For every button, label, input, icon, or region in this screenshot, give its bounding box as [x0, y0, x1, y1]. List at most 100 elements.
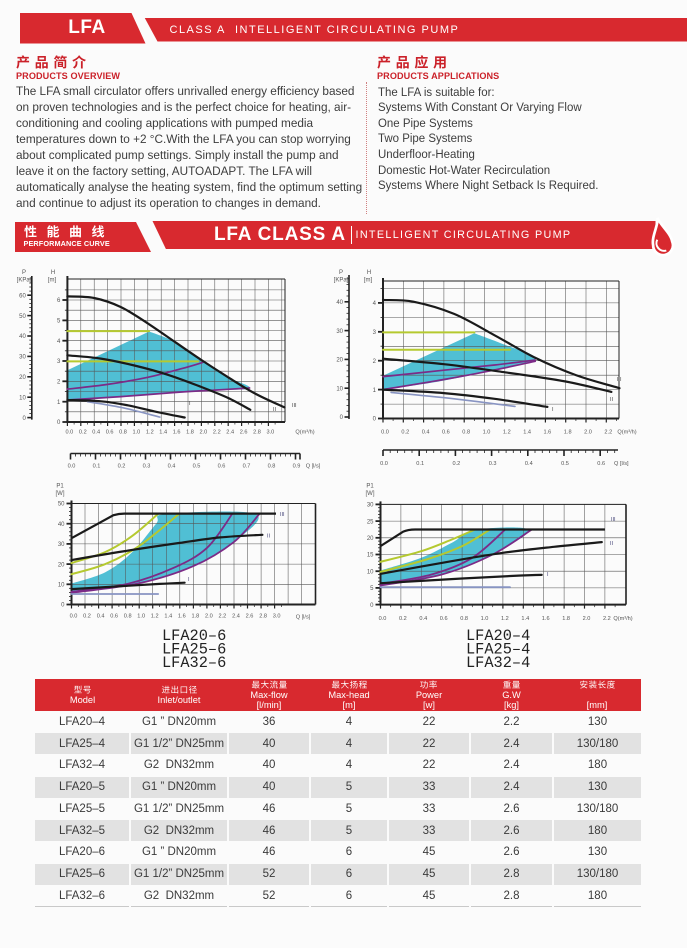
svg-text:2.4: 2.4	[226, 430, 234, 436]
svg-text:5: 5	[57, 319, 61, 325]
svg-text:2.2: 2.2	[603, 616, 611, 622]
svg-text:20: 20	[58, 562, 65, 568]
svg-text:1.4: 1.4	[521, 616, 529, 622]
svg-text:1.0: 1.0	[481, 616, 489, 622]
svg-text:2.6: 2.6	[240, 430, 248, 436]
svg-text:20: 20	[336, 358, 343, 364]
svg-text:1.0: 1.0	[133, 430, 141, 436]
svg-text:4: 4	[373, 301, 377, 307]
svg-text:[KPa]: [KPa]	[334, 278, 349, 284]
svg-text:2.0: 2.0	[583, 616, 591, 622]
svg-text:II: II	[610, 397, 614, 403]
svg-text:20: 20	[19, 375, 26, 381]
svg-text:0.4: 0.4	[168, 464, 176, 470]
svg-text:1.2: 1.2	[501, 616, 509, 622]
svg-text:5: 5	[370, 586, 374, 592]
svg-text:0: 0	[57, 420, 61, 426]
svg-text:0.2: 0.2	[83, 614, 91, 620]
svg-text:2.6: 2.6	[246, 614, 254, 620]
svg-text:2.2: 2.2	[213, 430, 221, 436]
svg-text:III: III	[292, 403, 297, 409]
svg-text:1.0: 1.0	[483, 430, 491, 436]
svg-text:1.6: 1.6	[544, 430, 552, 436]
svg-text:0.0: 0.0	[70, 614, 78, 620]
svg-text:1.2: 1.2	[146, 430, 154, 436]
svg-text:0.0: 0.0	[66, 430, 74, 436]
svg-text:0.4: 0.4	[97, 614, 105, 620]
svg-text:0.0: 0.0	[68, 464, 76, 470]
svg-text:Q(m³/h): Q(m³/h)	[613, 616, 632, 622]
svg-text:0.6: 0.6	[442, 430, 450, 436]
svg-text:0.8: 0.8	[460, 616, 468, 622]
svg-text:Q [l/s]: Q [l/s]	[614, 461, 629, 467]
svg-text:50: 50	[19, 314, 26, 320]
svg-text:P: P	[339, 270, 343, 276]
svg-text:6: 6	[57, 298, 61, 304]
svg-text:0.2: 0.2	[79, 430, 87, 436]
svg-text:[m]: [m]	[364, 278, 373, 284]
svg-text:0.4: 0.4	[92, 430, 100, 436]
svg-text:1.2: 1.2	[503, 430, 511, 436]
svg-text:10: 10	[19, 395, 26, 401]
svg-text:0.4: 0.4	[422, 430, 430, 436]
svg-text:2.0: 2.0	[205, 614, 213, 620]
svg-text:1.8: 1.8	[562, 616, 570, 622]
svg-text:2.0: 2.0	[200, 430, 208, 436]
svg-text:40: 40	[19, 334, 26, 340]
svg-text:2: 2	[373, 359, 377, 365]
svg-text:0.6: 0.6	[110, 614, 118, 620]
svg-text:3.0: 3.0	[273, 614, 281, 620]
svg-text:10: 10	[336, 386, 343, 392]
svg-text:2.0: 2.0	[584, 430, 592, 436]
svg-text:1.8: 1.8	[564, 430, 572, 436]
svg-text:LFA20–4: LFA20–4	[466, 627, 530, 645]
svg-text:Q(m³/h): Q(m³/h)	[295, 430, 314, 436]
svg-text:0.2: 0.2	[401, 430, 409, 436]
svg-text:0: 0	[340, 415, 344, 421]
svg-text:1.6: 1.6	[173, 430, 181, 436]
svg-text:LFA32–6: LFA32–6	[162, 654, 226, 672]
svg-text:1: 1	[57, 400, 61, 406]
svg-text:II: II	[610, 541, 614, 547]
svg-text:0.3: 0.3	[143, 464, 151, 470]
svg-text:0.0: 0.0	[379, 616, 387, 622]
svg-text:LFA25–4: LFA25–4	[466, 640, 530, 658]
svg-text:15: 15	[367, 553, 374, 559]
svg-text:0.6: 0.6	[440, 616, 448, 622]
svg-text:I: I	[188, 577, 190, 583]
svg-text:2.4: 2.4	[232, 614, 240, 620]
svg-text:III: III	[280, 512, 285, 518]
svg-text:25: 25	[367, 519, 374, 525]
svg-text:I: I	[552, 407, 554, 413]
svg-text:30: 30	[336, 329, 343, 335]
svg-text:[W]: [W]	[366, 491, 375, 497]
svg-text:0.0: 0.0	[381, 430, 389, 436]
svg-text:1.4: 1.4	[159, 430, 167, 436]
svg-text:2.2: 2.2	[604, 430, 612, 436]
svg-text:Q(m³/h): Q(m³/h)	[617, 430, 636, 436]
svg-text:III: III	[617, 377, 622, 383]
svg-text:0.2: 0.2	[399, 616, 407, 622]
svg-text:P1: P1	[56, 484, 64, 490]
svg-text:1.2: 1.2	[151, 614, 159, 620]
svg-text:H: H	[51, 270, 55, 276]
svg-text:H: H	[367, 270, 371, 276]
svg-text:2.8: 2.8	[253, 430, 261, 436]
svg-text:0.5: 0.5	[193, 464, 201, 470]
svg-text:0.6: 0.6	[218, 464, 226, 470]
svg-text:30: 30	[58, 542, 65, 548]
svg-text:0.0: 0.0	[380, 461, 388, 467]
svg-text:1.8: 1.8	[192, 614, 200, 620]
svg-text:P: P	[22, 270, 26, 276]
svg-text:1.6: 1.6	[542, 616, 550, 622]
svg-text:3.0: 3.0	[267, 430, 275, 436]
svg-text:3: 3	[373, 330, 377, 336]
svg-text:60: 60	[19, 293, 26, 299]
svg-text:30: 30	[367, 503, 374, 509]
svg-text:0: 0	[22, 416, 26, 422]
svg-text:0.6: 0.6	[597, 461, 605, 467]
svg-text:0: 0	[370, 603, 374, 609]
svg-text:20: 20	[367, 536, 374, 542]
svg-text:0.6: 0.6	[106, 430, 114, 436]
svg-text:30: 30	[19, 355, 26, 361]
